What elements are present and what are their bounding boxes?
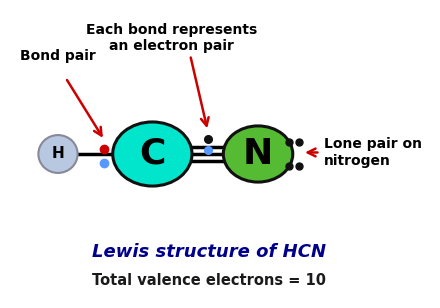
Text: N: N — [243, 137, 273, 171]
Text: Each bond represents
an electron pair: Each bond represents an electron pair — [86, 23, 257, 53]
Text: Lone pair on
nitrogen: Lone pair on nitrogen — [324, 137, 422, 168]
Circle shape — [113, 122, 192, 186]
Text: H: H — [51, 147, 64, 161]
Circle shape — [224, 126, 293, 182]
Text: Bond pair: Bond pair — [20, 49, 96, 63]
Text: Lewis structure of HCN: Lewis structure of HCN — [92, 243, 326, 261]
Ellipse shape — [38, 135, 77, 173]
Text: Total valence electrons = 10: Total valence electrons = 10 — [92, 273, 326, 288]
Text: C: C — [139, 137, 165, 171]
